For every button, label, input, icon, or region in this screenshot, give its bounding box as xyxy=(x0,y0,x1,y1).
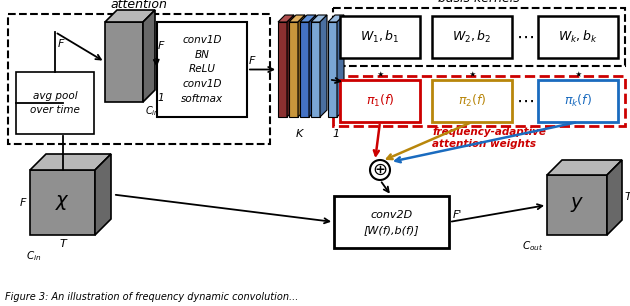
Polygon shape xyxy=(547,175,607,235)
Circle shape xyxy=(370,160,390,180)
Text: conv1D
BN
ReLU
conv1D
softmax: conv1D BN ReLU conv1D softmax xyxy=(181,35,223,104)
Text: T: T xyxy=(59,239,66,249)
Text: avg pool
over time: avg pool over time xyxy=(30,91,80,115)
Polygon shape xyxy=(320,15,327,117)
Text: $\star$: $\star$ xyxy=(467,65,477,80)
Text: conv2D: conv2D xyxy=(370,210,413,220)
Text: F': F' xyxy=(453,210,462,220)
Polygon shape xyxy=(278,22,287,117)
Polygon shape xyxy=(300,15,316,22)
Polygon shape xyxy=(105,22,143,102)
Bar xyxy=(16,72,94,134)
Text: $\pi_1(f)$: $\pi_1(f)$ xyxy=(366,93,394,109)
Polygon shape xyxy=(300,22,309,117)
Text: $\star$: $\star$ xyxy=(375,65,385,80)
Polygon shape xyxy=(30,170,95,235)
Text: attention: attention xyxy=(110,0,168,11)
Text: 1: 1 xyxy=(157,93,164,103)
Text: $\chi$: $\chi$ xyxy=(55,193,70,212)
Polygon shape xyxy=(607,160,622,235)
Bar xyxy=(333,76,625,126)
Polygon shape xyxy=(328,22,337,117)
Bar xyxy=(538,80,618,122)
Polygon shape xyxy=(105,10,155,22)
Polygon shape xyxy=(30,154,111,170)
Polygon shape xyxy=(298,15,305,117)
Bar xyxy=(157,22,247,117)
Text: 1: 1 xyxy=(333,129,340,139)
Text: [W(f),b(f)]: [W(f),b(f)] xyxy=(364,225,420,235)
Bar xyxy=(334,196,449,248)
Text: $C_{in}$: $C_{in}$ xyxy=(26,249,42,263)
Text: $C_{out}$: $C_{out}$ xyxy=(522,239,543,253)
Text: F: F xyxy=(58,39,64,49)
Polygon shape xyxy=(337,15,344,117)
Text: $\cdots$: $\cdots$ xyxy=(516,92,534,110)
Polygon shape xyxy=(328,15,344,22)
Text: $y$: $y$ xyxy=(570,196,584,215)
Polygon shape xyxy=(95,154,111,235)
Text: $\pi_k(f)$: $\pi_k(f)$ xyxy=(564,93,592,109)
Text: $\cdots$: $\cdots$ xyxy=(516,28,534,46)
Polygon shape xyxy=(311,22,320,117)
Text: T': T' xyxy=(625,192,630,203)
Bar xyxy=(432,16,512,58)
Text: F: F xyxy=(20,197,26,207)
Text: $\oplus$: $\oplus$ xyxy=(372,161,387,179)
Text: $W_k,b_k$: $W_k,b_k$ xyxy=(558,29,598,45)
Text: $C_{in}$: $C_{in}$ xyxy=(145,104,159,118)
Text: $\star$: $\star$ xyxy=(573,65,583,80)
Text: F: F xyxy=(158,41,164,51)
Text: $\pi_2(f)$: $\pi_2(f)$ xyxy=(458,93,486,109)
Bar xyxy=(340,80,420,122)
Polygon shape xyxy=(311,15,327,22)
Bar xyxy=(340,16,420,58)
Bar xyxy=(333,8,625,66)
Polygon shape xyxy=(289,15,305,22)
Bar xyxy=(8,14,270,144)
Text: basis kernels: basis kernels xyxy=(438,0,520,5)
Polygon shape xyxy=(287,15,294,117)
Text: K: K xyxy=(295,129,302,139)
Bar xyxy=(432,80,512,122)
Text: $W_1,b_1$: $W_1,b_1$ xyxy=(360,29,399,45)
Text: frequency-adaptive
attention weights: frequency-adaptive attention weights xyxy=(432,127,546,149)
Text: Figure 3: An illustration of frequency dynamic convolution...: Figure 3: An illustration of frequency d… xyxy=(5,292,299,302)
Polygon shape xyxy=(143,10,155,102)
Polygon shape xyxy=(309,15,316,117)
Bar xyxy=(538,16,618,58)
Text: F: F xyxy=(249,57,255,66)
Polygon shape xyxy=(547,160,622,175)
Text: $W_2,b_2$: $W_2,b_2$ xyxy=(452,29,491,45)
Polygon shape xyxy=(278,15,294,22)
Polygon shape xyxy=(289,22,298,117)
